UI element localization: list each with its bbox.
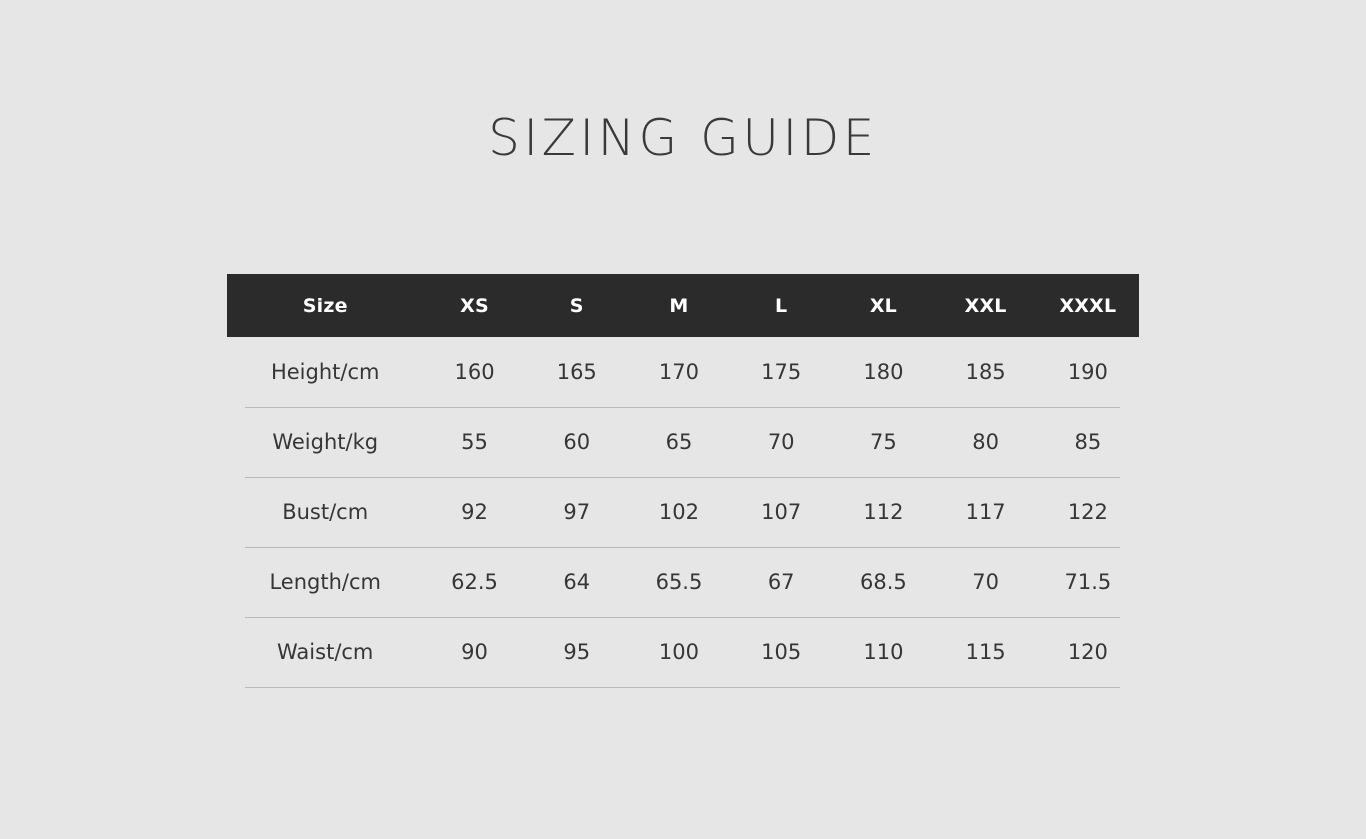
table-row: Waist/cm 90 95 100 105 110 115 120 — [227, 617, 1139, 687]
cell-height-m: 170 — [658, 360, 700, 384]
cell-bust-xs: 92 — [461, 500, 488, 524]
column-header-m: M — [669, 294, 689, 317]
cell-waist-xxxl: 120 — [1067, 640, 1108, 664]
cell-length-xs: 62.5 — [451, 570, 498, 594]
cell-weight-xs: 55 — [461, 430, 488, 454]
row-separator — [245, 617, 1120, 618]
cell-bust-xxxl: 122 — [1067, 500, 1108, 524]
cell-height-s: 165 — [556, 360, 597, 384]
cell-length-m: 65.5 — [655, 570, 703, 594]
row-label-length: Length/cm — [269, 570, 381, 594]
column-header-l: L — [775, 294, 788, 317]
cell-waist-xxl: 115 — [965, 640, 1006, 664]
row-separator — [245, 547, 1120, 548]
row-separator — [245, 407, 1120, 408]
cell-length-xxl: 70 — [972, 570, 999, 594]
row-label-weight: Weight/kg — [272, 430, 379, 454]
sizing-table-container: Size XS S M L XL XXL XXXL Height/cm 160 … — [227, 274, 1139, 688]
row-label-height: Height/cm — [270, 360, 380, 384]
cell-bust-s: 97 — [563, 500, 591, 524]
table-row: Bust/cm 92 97 102 107 112 117 122 — [227, 477, 1139, 547]
column-header-xxl: XXL — [964, 294, 1007, 317]
cell-length-xl: 68.5 — [860, 570, 907, 594]
cell-waist-s: 95 — [563, 640, 591, 664]
cell-length-xxxl: 71.5 — [1064, 570, 1112, 594]
cell-waist-xl: 110 — [863, 640, 904, 664]
page-title: SIZING GUIDE — [488, 109, 878, 167]
column-header-xl: XL — [869, 294, 897, 317]
column-header-s: S — [569, 294, 584, 317]
table-row: Weight/kg 55 60 65 70 75 80 85 — [227, 407, 1139, 477]
table-row: Length/cm 62.5 64 65.5 67 68.5 70 71.5 — [227, 547, 1139, 617]
cell-height-xxl: 185 — [965, 360, 1006, 384]
row-label-waist: Waist/cm — [277, 640, 374, 664]
row-separator — [245, 477, 1120, 478]
row-separator — [245, 687, 1120, 688]
cell-height-xxxl: 190 — [1067, 360, 1108, 384]
cell-bust-l: 107 — [761, 500, 802, 524]
cell-weight-xxxl: 85 — [1074, 430, 1102, 454]
cell-height-xl: 180 — [863, 360, 904, 384]
cell-length-s: 64 — [563, 570, 591, 594]
cell-bust-m: 102 — [658, 500, 700, 524]
cell-weight-m: 65 — [665, 430, 693, 454]
row-label-bust: Bust/cm — [282, 500, 369, 524]
cell-bust-xl: 112 — [863, 500, 904, 524]
cell-height-xs: 160 — [454, 360, 495, 384]
table-header-row: Size XS S M L XL XXL XXXL — [227, 274, 1139, 337]
cell-waist-l: 105 — [761, 640, 802, 664]
cell-weight-xxl: 80 — [972, 430, 999, 454]
sizing-table: Size XS S M L XL XXL XXXL Height/cm 160 … — [227, 274, 1139, 687]
cell-length-l: 67 — [767, 570, 795, 594]
table-row: Height/cm 160 165 170 175 180 185 190 — [227, 337, 1139, 407]
cell-bust-xxl: 117 — [965, 500, 1006, 524]
column-header-size: Size — [302, 294, 348, 317]
cell-weight-xl: 75 — [870, 430, 897, 454]
table-body: Height/cm 160 165 170 175 180 185 190 We… — [227, 337, 1139, 687]
cell-weight-s: 60 — [563, 430, 591, 454]
table-header: Size XS S M L XL XXL XXXL — [227, 274, 1139, 337]
cell-waist-m: 100 — [658, 640, 700, 664]
column-header-xs: XS — [460, 294, 489, 317]
cell-height-l: 175 — [761, 360, 802, 384]
cell-weight-l: 70 — [767, 430, 795, 454]
cell-waist-xs: 90 — [461, 640, 488, 664]
column-header-xxxl: XXXL — [1059, 294, 1117, 317]
